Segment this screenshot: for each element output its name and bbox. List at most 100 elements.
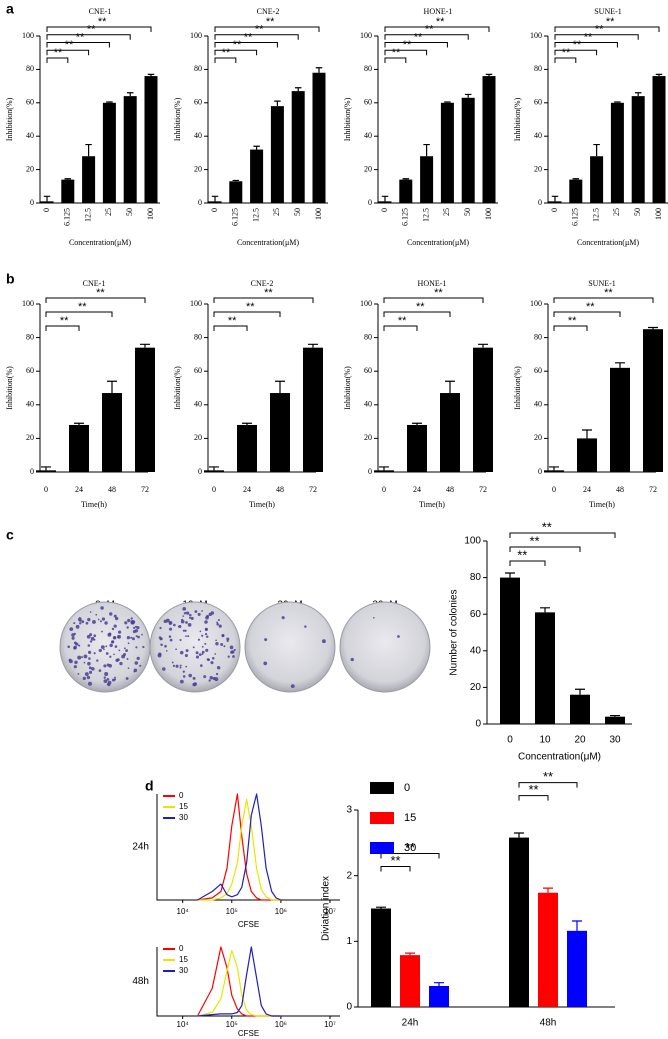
- x-tick-label: 10⁴: [177, 1020, 190, 1029]
- colony: [88, 650, 92, 654]
- colony: [99, 620, 103, 623]
- bar: [631, 96, 645, 203]
- error-bar: [106, 101, 113, 103]
- x-tick-label: 50: [633, 208, 642, 216]
- colony: [195, 651, 199, 655]
- bar: [208, 201, 222, 203]
- significance-label: **: [392, 47, 401, 59]
- x-tick-label: 10⁵: [226, 907, 238, 916]
- colony: [104, 621, 108, 625]
- significance-label: **: [436, 16, 445, 28]
- colony: [89, 611, 92, 613]
- colony: [214, 653, 217, 655]
- colony: [92, 620, 96, 624]
- colony: [206, 614, 210, 618]
- colony: [209, 676, 213, 680]
- colony: [223, 645, 226, 648]
- error-bar: [572, 920, 582, 931]
- legend-label: 15: [179, 802, 188, 811]
- panel-label: d: [145, 778, 154, 794]
- bar: [204, 470, 224, 472]
- error-bar: [232, 179, 240, 182]
- y-tick-label: 100: [360, 299, 372, 308]
- x-tick-label: 12.5: [591, 208, 600, 222]
- significance-label: **: [405, 840, 415, 855]
- error-bar: [140, 343, 150, 348]
- bar: [577, 438, 597, 472]
- colony: [68, 658, 72, 662]
- colony: [91, 667, 95, 671]
- legend-label: 30: [179, 813, 188, 822]
- significance-bracket: [380, 866, 411, 872]
- x-axis-label: Time(h): [249, 500, 275, 509]
- colony: [168, 623, 171, 625]
- significance-label: **: [425, 24, 434, 36]
- colony: [157, 653, 162, 658]
- bar: [69, 424, 89, 472]
- x-tick-label: 0: [380, 208, 389, 212]
- colony: [101, 617, 106, 621]
- colony: [107, 632, 112, 637]
- colony: [211, 656, 215, 660]
- colony: [205, 648, 209, 652]
- y-axis-label: Inhibition(%): [343, 366, 352, 410]
- significance-bracket: [509, 560, 546, 566]
- error-bar: [242, 422, 252, 425]
- colony: [117, 630, 122, 634]
- bar: [440, 393, 460, 472]
- x-tick-label: 48h: [540, 1018, 557, 1029]
- colony: [113, 624, 117, 628]
- bar: [229, 181, 243, 203]
- colony: [133, 668, 138, 673]
- significance-label: **: [528, 782, 538, 797]
- significance-bracket: [46, 49, 90, 56]
- bar: [144, 76, 158, 203]
- legend-label: 15: [179, 955, 188, 964]
- x-tick-label: 0: [210, 208, 219, 212]
- colony: [169, 621, 172, 624]
- significance-bracket: [518, 795, 549, 801]
- error-bar: [43, 195, 51, 202]
- colony: [93, 634, 97, 638]
- colony: [199, 630, 202, 633]
- colony: [195, 655, 200, 659]
- colony: [218, 624, 222, 628]
- significance-bracket: [45, 311, 113, 317]
- colony: [73, 641, 77, 645]
- x-axis-label: Concentration(μM): [237, 238, 299, 247]
- colony: [185, 621, 188, 624]
- colony: [87, 661, 91, 666]
- x-tick-label: 48: [616, 485, 624, 494]
- legend-swatch: [370, 842, 394, 854]
- colony: [199, 664, 203, 667]
- colony: [182, 607, 187, 611]
- x-tick-label: 24: [583, 485, 591, 494]
- colony: [93, 652, 96, 655]
- significance-label: **: [543, 769, 553, 784]
- colony: [125, 677, 129, 680]
- error-bar: [549, 466, 559, 471]
- error-bar: [294, 87, 302, 92]
- colony: [231, 650, 235, 654]
- colony: [105, 652, 109, 655]
- y-tick-label: 80: [194, 64, 202, 73]
- colony: [127, 642, 130, 645]
- y-tick-label: 60: [194, 98, 202, 107]
- bar: [237, 424, 257, 472]
- chart-title: CNE-2: [257, 7, 280, 16]
- y-tick-label: 80: [534, 64, 542, 73]
- error-bar: [405, 952, 415, 956]
- error-bar: [64, 178, 72, 180]
- x-tick-label: 24h: [402, 1018, 419, 1029]
- significance-label: **: [604, 287, 613, 299]
- colony: [175, 664, 179, 668]
- colony: [204, 632, 208, 636]
- bar: [544, 470, 564, 472]
- colony: [264, 638, 268, 642]
- colony: [130, 620, 135, 625]
- x-tick-label: 25: [104, 208, 113, 216]
- colony: [204, 620, 208, 624]
- legend-swatch: [370, 782, 394, 794]
- colony: [73, 622, 76, 625]
- y-tick-label: 80: [26, 64, 34, 73]
